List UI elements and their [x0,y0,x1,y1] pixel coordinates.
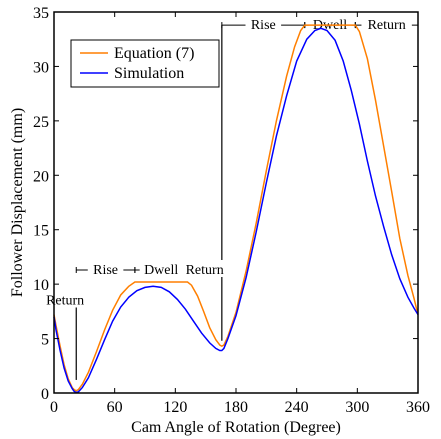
y-tick-label: 15 [33,223,49,240]
phase-label-rise: Rise [93,263,118,278]
phase-label-return: Return [186,263,224,278]
phase-label-bg [179,259,230,277]
y-tick-label: 0 [41,386,49,403]
x-axis-title: Cam Angle of Rotation (Degree) [131,419,341,436]
x-tick-label: 240 [285,399,309,416]
x-tick-label: 60 [107,399,123,416]
series-line-simulation [53,27,419,394]
x-tick-label: 300 [345,399,369,416]
legend-label-simulation: Simulation [114,65,184,82]
phase-label-bg [308,15,352,33]
legend: Equation (7) Simulation [70,39,220,88]
y-tick-label: 25 [33,114,49,131]
phase-label-rise: Rise [251,18,276,33]
phase-label-dwell: Dwell [144,263,178,278]
phase-label-bg [139,259,183,277]
y-tick-label: 20 [33,168,49,185]
y-tick-label: 10 [33,277,49,294]
series-line-equation [53,24,419,392]
x-tick-label: 360 [406,399,430,416]
phase-label-return: Return [46,293,84,308]
y-tick-label: 35 [33,5,49,22]
chart-series [53,24,419,394]
phase-label-bg [245,15,282,33]
y-tick-label: 5 [41,332,49,349]
phase-label-return: Return [368,18,406,33]
legend-box [70,39,220,88]
x-tick-label: 180 [224,399,248,416]
phase-label-bg [39,290,91,308]
y-tick-label: 30 [33,59,49,76]
legend-label-equation: Equation (7) [114,45,194,62]
phase-label-bg [361,15,412,33]
phase-label-bg [87,259,124,277]
x-tick-label: 120 [163,399,187,416]
x-tick-label: 0 [50,399,58,416]
y-axis-title: Follower Displacement (mm) [9,108,26,297]
axes: 0 60 120 180 240 300 360 0 5 10 15 20 25 30 35 [33,5,430,416]
